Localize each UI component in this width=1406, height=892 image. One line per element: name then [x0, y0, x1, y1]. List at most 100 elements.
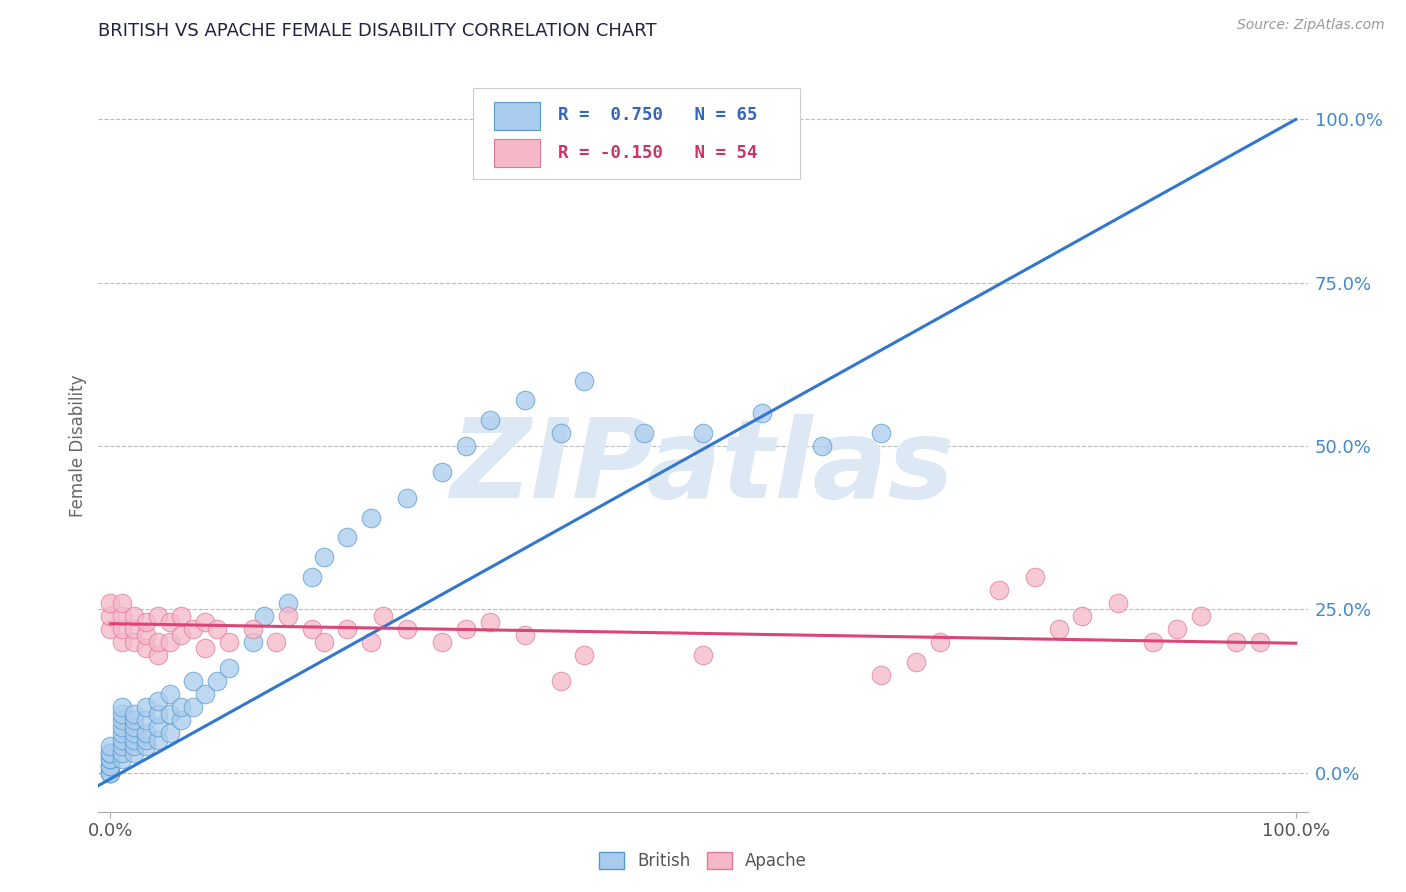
Point	[312, 549, 335, 564]
Point	[135, 739, 157, 754]
Point	[111, 635, 134, 649]
Point	[111, 700, 134, 714]
FancyBboxPatch shape	[494, 103, 540, 130]
Point	[159, 615, 181, 630]
Point	[111, 596, 134, 610]
Point	[1047, 622, 1070, 636]
Point	[515, 628, 537, 642]
Point	[111, 746, 134, 760]
Point	[146, 732, 169, 747]
Point	[135, 714, 157, 728]
Point	[122, 706, 145, 721]
Point	[122, 622, 145, 636]
Point	[395, 491, 418, 506]
Point	[135, 726, 157, 740]
Point	[159, 726, 181, 740]
Point	[135, 615, 157, 630]
Point	[159, 635, 181, 649]
Point	[170, 714, 193, 728]
Point	[135, 732, 157, 747]
Point	[869, 425, 891, 440]
Point	[98, 739, 121, 754]
Point	[194, 687, 217, 701]
Point	[515, 393, 537, 408]
Point	[98, 765, 121, 780]
Point	[574, 648, 596, 662]
Point	[633, 425, 655, 440]
Point	[371, 608, 394, 623]
Point	[454, 622, 477, 636]
Point	[751, 406, 773, 420]
Point	[277, 608, 299, 623]
Point	[98, 752, 121, 766]
Point	[122, 732, 145, 747]
Point	[242, 622, 264, 636]
Point	[111, 720, 134, 734]
Point	[159, 687, 181, 701]
Point	[111, 622, 134, 636]
Point	[122, 720, 145, 734]
Point	[146, 608, 169, 623]
Point	[478, 615, 501, 630]
Point	[98, 759, 121, 773]
Point	[146, 706, 169, 721]
Point	[98, 765, 121, 780]
Point	[360, 511, 382, 525]
Point	[395, 622, 418, 636]
Point	[111, 608, 134, 623]
Point	[869, 667, 891, 681]
Point	[301, 622, 323, 636]
Point	[336, 622, 359, 636]
Point	[218, 635, 240, 649]
Point	[574, 374, 596, 388]
Point	[218, 661, 240, 675]
Point	[1225, 635, 1247, 649]
Point	[454, 439, 477, 453]
Point	[194, 641, 217, 656]
Point	[111, 706, 134, 721]
Point	[1166, 622, 1188, 636]
Point	[170, 700, 193, 714]
Point	[312, 635, 335, 649]
Point	[98, 765, 121, 780]
Point	[277, 596, 299, 610]
Point	[1024, 569, 1046, 583]
Text: ZIPatlas: ZIPatlas	[451, 415, 955, 522]
Point	[336, 530, 359, 544]
Point	[181, 674, 204, 689]
Point	[1071, 608, 1094, 623]
Point	[432, 465, 454, 479]
Point	[122, 608, 145, 623]
Point	[122, 746, 145, 760]
Point	[432, 635, 454, 649]
Point	[194, 615, 217, 630]
Y-axis label: Female Disability: Female Disability	[69, 375, 87, 517]
Point	[146, 720, 169, 734]
Point	[111, 714, 134, 728]
Point	[98, 746, 121, 760]
Point	[181, 622, 204, 636]
Point	[146, 635, 169, 649]
Point	[111, 739, 134, 754]
Point	[98, 608, 121, 623]
Point	[98, 622, 121, 636]
Point	[98, 759, 121, 773]
Point	[1142, 635, 1164, 649]
FancyBboxPatch shape	[474, 87, 800, 179]
Point	[253, 608, 276, 623]
Point	[550, 674, 572, 689]
Text: R =  0.750   N = 65: R = 0.750 N = 65	[558, 105, 758, 124]
Point	[181, 700, 204, 714]
Point	[301, 569, 323, 583]
Point	[170, 628, 193, 642]
Point	[122, 739, 145, 754]
Legend: British, Apache: British, Apache	[592, 845, 814, 877]
Text: Source: ZipAtlas.com: Source: ZipAtlas.com	[1237, 18, 1385, 32]
Point	[98, 596, 121, 610]
Text: R = -0.150   N = 54: R = -0.150 N = 54	[558, 144, 758, 161]
Point	[905, 655, 928, 669]
Point	[170, 608, 193, 623]
Point	[122, 635, 145, 649]
Point	[111, 752, 134, 766]
Point	[478, 413, 501, 427]
